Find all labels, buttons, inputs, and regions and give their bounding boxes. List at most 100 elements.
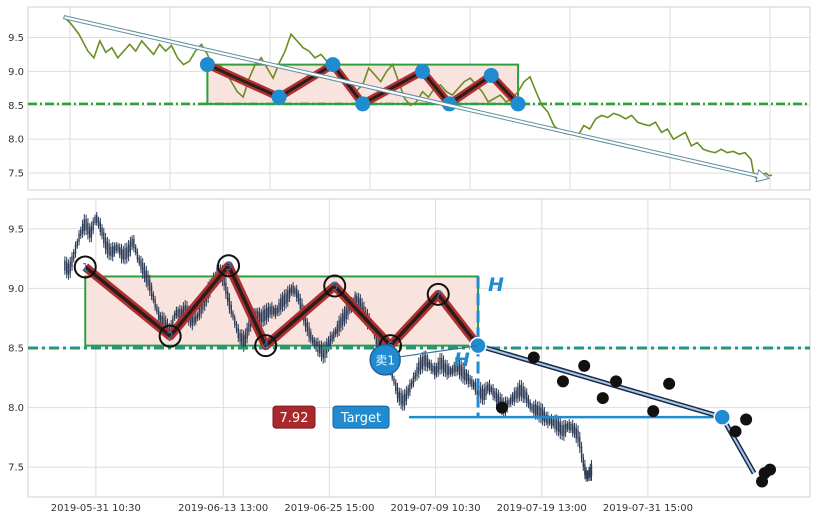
candle-body (119, 246, 121, 255)
candle-body (511, 395, 514, 403)
candle-body (283, 294, 285, 307)
candle-body (497, 394, 500, 407)
candle-body (333, 331, 335, 339)
candle-body (448, 366, 450, 375)
bottom-x-tick-label: 2019-07-31 15:00 (603, 503, 693, 514)
candle-body (292, 285, 294, 294)
candle-body (391, 371, 393, 379)
candle-body (345, 307, 347, 320)
candle-body (152, 294, 155, 301)
candle-body (246, 327, 248, 339)
candle-body (465, 372, 468, 381)
candle-body (540, 407, 542, 419)
candle-body (479, 386, 482, 399)
candle-body (508, 399, 510, 406)
bottom-x-tick-label: 2019-06-25 15:00 (284, 503, 374, 514)
sell-marker-label: 卖1 (375, 353, 395, 367)
candle-body (177, 309, 179, 318)
candle-body (124, 248, 126, 260)
candle-body (428, 361, 431, 368)
candle-body (517, 387, 519, 399)
candle-body (126, 247, 128, 259)
top-y-tick-label: 9.5 (8, 33, 24, 44)
pivot-label: 3 (225, 260, 232, 273)
bottom-y-tick-label: 9.0 (8, 284, 24, 295)
top-y-tick-label: 8.5 (8, 101, 24, 112)
candle-body (255, 310, 257, 317)
candle-body (580, 446, 583, 459)
candle-body (198, 307, 201, 317)
candle-body (163, 317, 165, 330)
candle-body (81, 223, 84, 234)
candle-body (573, 426, 576, 435)
top-y-tick-label: 8.0 (8, 135, 24, 146)
candle-body (228, 297, 231, 309)
top-price-line (63, 16, 773, 180)
bottom-x-tick-label: 2019-06-13 13:00 (178, 503, 268, 514)
candle-body (264, 309, 266, 321)
top-pivot-marker (355, 96, 371, 112)
candle-body (418, 362, 420, 374)
top-panel: 7.5 8.0 8.5 9.0 9.5 (8, 6, 811, 191)
h-label-upper: H (488, 274, 504, 296)
candle-body (329, 335, 331, 346)
candle-body (69, 261, 71, 274)
candle-body (589, 467, 591, 478)
candle-body (223, 274, 225, 287)
candle-body (271, 305, 273, 315)
candle-body (142, 262, 144, 275)
candle-body (248, 322, 250, 332)
candle-body (559, 422, 562, 435)
candle-body (232, 312, 234, 319)
candle-body (216, 268, 218, 277)
candle-body (274, 307, 277, 316)
candle-body (557, 420, 560, 432)
swing-dot (740, 413, 753, 426)
candle-body (237, 328, 239, 339)
candle-body (556, 419, 558, 431)
candle-body (357, 297, 360, 308)
candle-body (287, 290, 289, 303)
pivot-circle (426, 282, 450, 306)
candle-body (522, 387, 524, 399)
candle-body (74, 245, 77, 255)
swing-dot (647, 405, 660, 418)
candle-body (444, 363, 447, 374)
candle-body (94, 216, 96, 223)
candle-body (73, 251, 75, 260)
candle-body (545, 414, 547, 423)
candle-body (71, 256, 73, 267)
swing-dot (663, 377, 676, 390)
candle-body (577, 430, 579, 442)
candle-body (140, 259, 142, 270)
candle-body (297, 293, 300, 302)
candle-body (534, 404, 537, 416)
candle-body (295, 288, 298, 299)
pivot-circle (73, 255, 97, 279)
candle-body (281, 296, 284, 308)
candle-body (200, 302, 202, 314)
candle-body (481, 389, 484, 401)
candle-body (269, 306, 271, 315)
candle-body (419, 359, 422, 371)
bottom-x-tick-label: 2019-05-31 10:30 (51, 503, 141, 514)
candle-body (103, 232, 105, 244)
candle-body (359, 299, 362, 311)
candle-body (324, 346, 326, 358)
candle-body (433, 366, 436, 376)
candle-body (304, 315, 307, 327)
candle-body (133, 238, 135, 249)
candle-body (529, 402, 531, 410)
candle-body (241, 333, 243, 345)
top-pivot-marker (483, 67, 499, 83)
candle-body (110, 246, 112, 257)
candle-body (435, 366, 438, 375)
candle-body (340, 317, 342, 328)
candle-body (90, 226, 93, 238)
candle-body (341, 313, 344, 326)
candle-body (96, 215, 98, 223)
candle-body (195, 315, 197, 323)
candle-body (575, 427, 577, 439)
pivot-circle (254, 334, 278, 358)
